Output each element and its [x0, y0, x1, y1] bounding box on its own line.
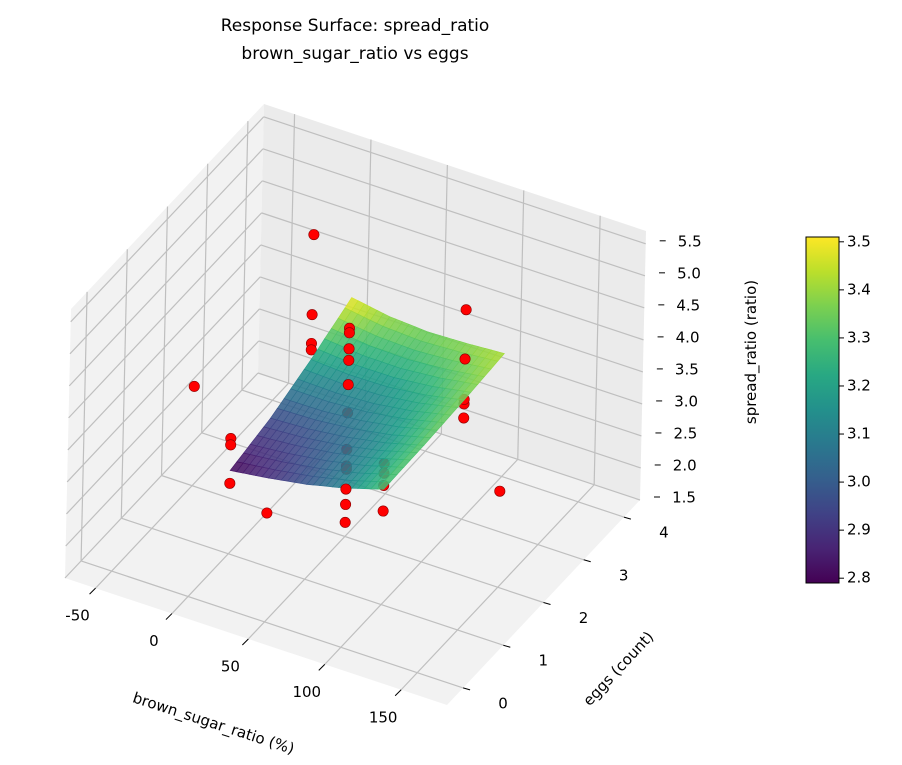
x-tick-mark	[89, 587, 96, 595]
data-point	[306, 309, 318, 321]
x-axis-label: brown_sugar_ratio (%)	[130, 689, 296, 759]
data-point	[340, 498, 352, 510]
colorbar-tick-label: 3.5	[847, 232, 871, 250]
y-tick-mark	[462, 687, 471, 691]
grid-lines	[64, 114, 646, 691]
x-tick-label: 50	[221, 657, 240, 675]
data-point	[339, 516, 351, 528]
z-axis-label: spread_ratio (ratio)	[742, 280, 761, 424]
colorbar-tick-label: 3.1	[847, 425, 871, 443]
y-tick-label: 1	[539, 652, 549, 670]
data-point	[342, 379, 354, 391]
x-tick-mark	[165, 613, 173, 620]
x-tick-label: 100	[292, 683, 321, 701]
y-tick-label: 2	[579, 609, 589, 627]
data-point	[458, 412, 470, 424]
grid-line-z	[67, 244, 262, 451]
grid-line-z	[263, 116, 646, 245]
z-tick-label: 3.0	[674, 392, 698, 410]
grid-line-z	[68, 180, 263, 387]
grid-line-z	[70, 116, 265, 323]
axis-ticks: -50 0 50 100 150 0 1 2 3 41.5 2.0 2.5 3.0 3.5 4.0 4.5 5.…	[65, 232, 701, 726]
colorbar: 2.8 2.9 3.0 3.1 3.2 3.3 3.4 3.5	[805, 232, 871, 587]
grid-line-y	[80, 560, 464, 689]
data-point	[343, 327, 355, 339]
grid-line-z	[65, 340, 260, 547]
z-tick-label: 5.5	[678, 232, 702, 250]
colorbar-tick-label: 2.8	[847, 569, 871, 587]
grid-line-z	[64, 372, 259, 579]
data-point	[459, 353, 471, 365]
grid-line-y	[161, 474, 544, 604]
grid-line-z	[262, 180, 645, 309]
data-point	[494, 485, 506, 497]
data-point	[340, 483, 352, 495]
y-tick-label: 0	[498, 694, 508, 712]
y-tick-mark	[543, 602, 551, 605]
grid-line-y	[121, 517, 504, 646]
data-point	[225, 439, 237, 451]
z-tick-label: 1.5	[672, 489, 696, 507]
data-point	[224, 477, 236, 489]
data-point	[261, 507, 273, 519]
y-axis-label: eggs (count)	[579, 628, 657, 710]
data-point	[305, 344, 317, 356]
z-tick-label: 3.5	[675, 360, 699, 378]
grid-line-z	[261, 212, 644, 341]
y-tick-mark	[583, 559, 591, 563]
grid-line-z	[69, 148, 264, 355]
data-point	[188, 380, 200, 392]
z-tick-label: 4.0	[676, 328, 700, 346]
z-tick-label: 4.5	[676, 296, 700, 314]
data-point	[343, 354, 355, 366]
points-front	[188, 229, 506, 528]
x-tick-mark	[394, 689, 402, 697]
y-tick-label: 4	[659, 524, 669, 542]
grid-line-z	[262, 148, 646, 277]
y-tick-mark	[623, 516, 632, 520]
z-tick-label: 2.5	[673, 424, 697, 442]
chart-title: Response Surface: spread_ratio	[221, 16, 490, 36]
data-point	[343, 343, 355, 355]
colorbar-gradient	[805, 236, 840, 584]
x-tick-label: 150	[369, 708, 398, 726]
colorbar-tick-label: 3.2	[847, 376, 871, 394]
grid-line-z	[260, 244, 644, 373]
x-tick-mark	[318, 664, 326, 671]
surface-patch	[376, 481, 391, 490]
grid-line-z	[65, 308, 260, 515]
grid-line-z	[68, 212, 263, 419]
grid-line-z	[66, 276, 261, 483]
x-tick-mark	[242, 638, 249, 646]
chart-subtitle: brown_sugar_ratio vs eggs	[241, 44, 468, 64]
colorbar-tick-label: 3.0	[847, 473, 871, 491]
colorbar-tick-label: 3.4	[847, 280, 871, 298]
y-tick-mark	[503, 644, 511, 648]
z-tick-label: 2.0	[673, 456, 697, 474]
colorbar-tick-label: 2.9	[847, 521, 871, 539]
x-tick-label: -50	[65, 607, 90, 625]
data-point	[460, 304, 472, 316]
data-point	[308, 229, 320, 241]
y-tick-label: 3	[619, 566, 629, 584]
colorbar-tick-label: 3.3	[847, 328, 871, 346]
x-tick-label: 0	[149, 632, 159, 650]
data-point	[377, 505, 389, 517]
z-tick-label: 5.0	[677, 264, 701, 282]
